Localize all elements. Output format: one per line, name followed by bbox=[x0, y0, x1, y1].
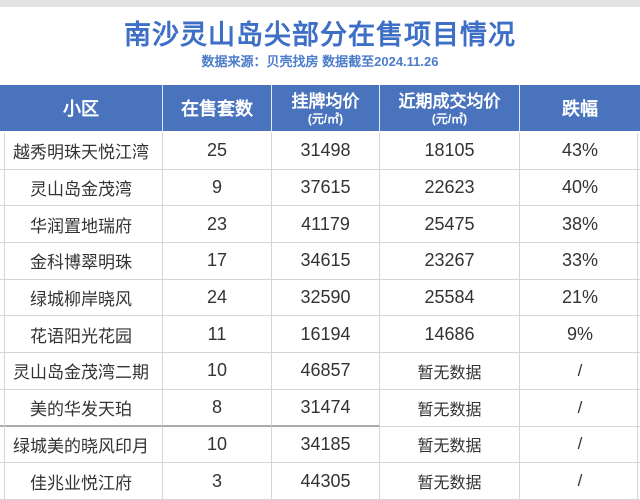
units-cell: 11 bbox=[163, 316, 272, 354]
units-cell: 10 bbox=[163, 426, 272, 464]
listing-price-cell: 41179 bbox=[272, 206, 380, 244]
community-cell: 绿城柳岸晓风 bbox=[0, 279, 163, 317]
deal-price-cell: 暂无数据 bbox=[380, 426, 520, 464]
drop-cell: / bbox=[520, 389, 640, 427]
listing-price-cell: 34615 bbox=[272, 243, 380, 280]
deal-price-cell: 25475 bbox=[380, 206, 520, 244]
listing-price-label: 挂牌均价 bbox=[291, 91, 360, 111]
community-cell: 金科博翠明珠 bbox=[0, 243, 163, 280]
deal-price-cell: 18105 bbox=[380, 133, 520, 170]
listings-table: 小区 在售套数 挂牌均价 (元/㎡) 近期成交均价 (元/㎡) 跌幅 越秀明珠天… bbox=[0, 85, 640, 500]
header-listing-avg-price: 挂牌均价 (元/㎡) bbox=[272, 85, 380, 133]
drop-cell: 43% bbox=[520, 133, 640, 170]
drop-cell: 21% bbox=[520, 279, 640, 317]
units-cell: 25 bbox=[163, 133, 272, 170]
community-cell: 佳兆业悦江府 bbox=[0, 463, 163, 500]
units-cell: 17 bbox=[163, 243, 272, 280]
deal-price-cell: 23267 bbox=[380, 243, 520, 280]
listing-price-cell: 16194 bbox=[272, 316, 380, 354]
drop-cell: / bbox=[520, 463, 640, 500]
listing-price-cell: 37615 bbox=[272, 169, 380, 207]
deal-price-cell: 22623 bbox=[380, 169, 520, 207]
community-cell: 华润置地瑞府 bbox=[0, 206, 163, 244]
units-cell: 8 bbox=[163, 389, 272, 427]
community-cell: 越秀明珠天悦江湾 bbox=[0, 133, 163, 170]
deal-price-cell: 25584 bbox=[380, 279, 520, 317]
deal-price-cell: 14686 bbox=[380, 316, 520, 354]
top-strip bbox=[0, 0, 640, 7]
drop-cell: / bbox=[520, 353, 640, 390]
community-cell: 花语阳光花园 bbox=[0, 316, 163, 354]
deal-price-cell: 暂无数据 bbox=[380, 463, 520, 500]
drop-cell: / bbox=[520, 426, 640, 464]
units-cell: 3 bbox=[163, 463, 272, 500]
units-cell: 24 bbox=[163, 279, 272, 317]
units-cell: 9 bbox=[163, 169, 272, 207]
listing-price-unit-label: (元/㎡) bbox=[307, 111, 344, 126]
drop-cell: 40% bbox=[520, 169, 640, 207]
drop-cell: 33% bbox=[520, 243, 640, 280]
header-community: 小区 bbox=[0, 85, 163, 133]
deal-price-cell: 暂无数据 bbox=[380, 389, 520, 427]
community-cell: 灵山岛金茂湾二期 bbox=[0, 353, 163, 390]
listing-price-cell: 44305 bbox=[272, 463, 380, 500]
deal-price-label: 近期成交均价 bbox=[398, 91, 501, 111]
community-cell: 绿城美的晓风印月 bbox=[0, 426, 163, 464]
deal-price-cell: 暂无数据 bbox=[380, 353, 520, 390]
units-cell: 23 bbox=[163, 206, 272, 244]
drop-cell: 38% bbox=[520, 206, 640, 244]
units-cell: 10 bbox=[163, 353, 272, 390]
listing-price-cell: 31474 bbox=[272, 389, 380, 427]
listing-price-cell: 46857 bbox=[272, 353, 380, 390]
listing-price-cell: 31498 bbox=[272, 133, 380, 170]
listing-price-cell: 34185 bbox=[272, 426, 380, 464]
data-source-note: 数据来源：贝壳找房 数据截至2024.11.26 bbox=[201, 54, 439, 69]
header-price-drop: 跌幅 bbox=[520, 85, 640, 133]
drop-cell: 9% bbox=[520, 316, 640, 354]
community-cell: 灵山岛金茂湾 bbox=[0, 169, 163, 207]
header-recent-deal-avg-price: 近期成交均价 (元/㎡) bbox=[380, 85, 520, 133]
deal-price-unit-label: (元/㎡) bbox=[431, 111, 468, 126]
header-units-on-sale: 在售套数 bbox=[163, 85, 272, 133]
listing-price-cell: 32590 bbox=[272, 279, 380, 317]
community-cell: 美的华发天珀 bbox=[0, 389, 163, 427]
page-title: 南沙灵山岛尖部分在售项目情况 bbox=[124, 20, 516, 50]
